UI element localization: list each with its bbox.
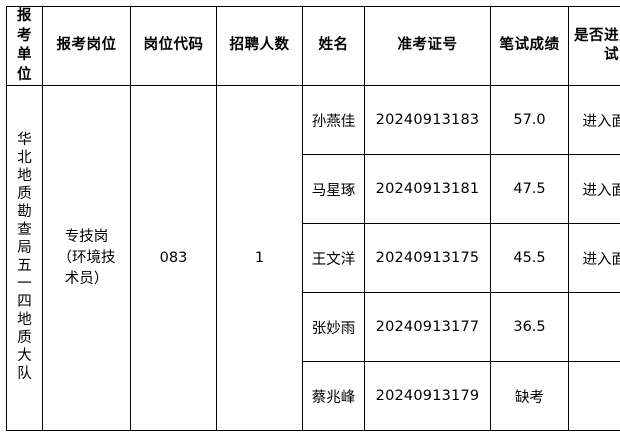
unit-char-2: 北 bbox=[7, 150, 42, 168]
post-code-cell: 083 bbox=[131, 86, 217, 431]
document-page: 报 考 单 位 报考岗位 岗位代码 招聘人数 姓名 准考证号 笔试成绩 是否进入… bbox=[0, 6, 620, 447]
candidate-name: 孙燕佳 bbox=[303, 86, 365, 155]
header-unit-char-3: 单 bbox=[7, 46, 42, 66]
unit-char-7: 局 bbox=[7, 240, 42, 258]
candidate-score: 缺考 bbox=[491, 362, 569, 431]
unit-char-5: 勘 bbox=[7, 204, 42, 222]
candidate-interview-status: 进入面试 bbox=[569, 155, 620, 224]
candidate-score: 47.5 bbox=[491, 155, 569, 224]
post-name-line-3: 术员） bbox=[43, 269, 130, 290]
unit-char-1: 华 bbox=[7, 132, 42, 150]
header-unit-char-1: 报 bbox=[7, 7, 42, 27]
candidate-ticket: 20240913177 bbox=[365, 293, 491, 362]
candidate-interview-status: 进入面试 bbox=[569, 86, 620, 155]
candidate-score: 36.5 bbox=[491, 293, 569, 362]
header-unit-char-4: 位 bbox=[7, 66, 42, 86]
post-name-cell: 专技岗 （环境技 术员） bbox=[43, 86, 131, 431]
candidate-name: 蔡兆峰 bbox=[303, 362, 365, 431]
candidate-ticket: 20240913179 bbox=[365, 362, 491, 431]
unit-char-8: 五 bbox=[7, 258, 42, 276]
header-post-code: 岗位代码 bbox=[131, 7, 217, 86]
unit-char-9: 一 bbox=[7, 276, 42, 294]
candidate-interview-status: 进入面试 bbox=[569, 224, 620, 293]
header-post: 报考岗位 bbox=[43, 7, 131, 86]
candidate-ticket: 20240913183 bbox=[365, 86, 491, 155]
candidate-score: 57.0 bbox=[491, 86, 569, 155]
candidate-name: 王文洋 bbox=[303, 224, 365, 293]
table-header-row: 报 考 单 位 报考岗位 岗位代码 招聘人数 姓名 准考证号 笔试成绩 是否进入… bbox=[7, 7, 620, 86]
unit-char-11: 地 bbox=[7, 312, 42, 330]
header-unit-char-2: 考 bbox=[7, 27, 42, 47]
recruit-quota-cell: 1 bbox=[217, 86, 303, 431]
unit-char-13: 大 bbox=[7, 348, 42, 366]
post-name-line-2: （环境技 bbox=[43, 248, 130, 269]
candidate-name: 张妙雨 bbox=[303, 293, 365, 362]
header-ticket-number: 准考证号 bbox=[365, 7, 491, 86]
header-name: 姓名 bbox=[303, 7, 365, 86]
post-name-line-1: 专技岗 bbox=[43, 227, 130, 248]
unit-char-3: 地 bbox=[7, 168, 42, 186]
candidate-interview-status bbox=[569, 293, 620, 362]
unit-char-6: 查 bbox=[7, 222, 42, 240]
candidate-name: 马星琢 bbox=[303, 155, 365, 224]
header-enter-interview: 是否进入面试 bbox=[569, 7, 620, 86]
header-written-score: 笔试成绩 bbox=[491, 7, 569, 86]
candidate-score: 45.5 bbox=[491, 224, 569, 293]
unit-char-10: 四 bbox=[7, 294, 42, 312]
unit-name-cell: 华 北 地 质 勘 查 局 五 一 四 地 质 大 队 bbox=[7, 86, 43, 431]
header-recruit-quota: 招聘人数 bbox=[217, 7, 303, 86]
exam-results-table: 报 考 单 位 报考岗位 岗位代码 招聘人数 姓名 准考证号 笔试成绩 是否进入… bbox=[6, 6, 620, 431]
header-unit: 报 考 单 位 bbox=[7, 7, 43, 86]
candidate-interview-status bbox=[569, 362, 620, 431]
unit-char-4: 质 bbox=[7, 186, 42, 204]
candidate-ticket: 20240913181 bbox=[365, 155, 491, 224]
unit-char-12: 质 bbox=[7, 330, 42, 348]
candidate-ticket: 20240913175 bbox=[365, 224, 491, 293]
unit-char-14: 队 bbox=[7, 366, 42, 384]
table-row: 华 北 地 质 勘 查 局 五 一 四 地 质 大 队 专技岗 bbox=[7, 86, 620, 155]
